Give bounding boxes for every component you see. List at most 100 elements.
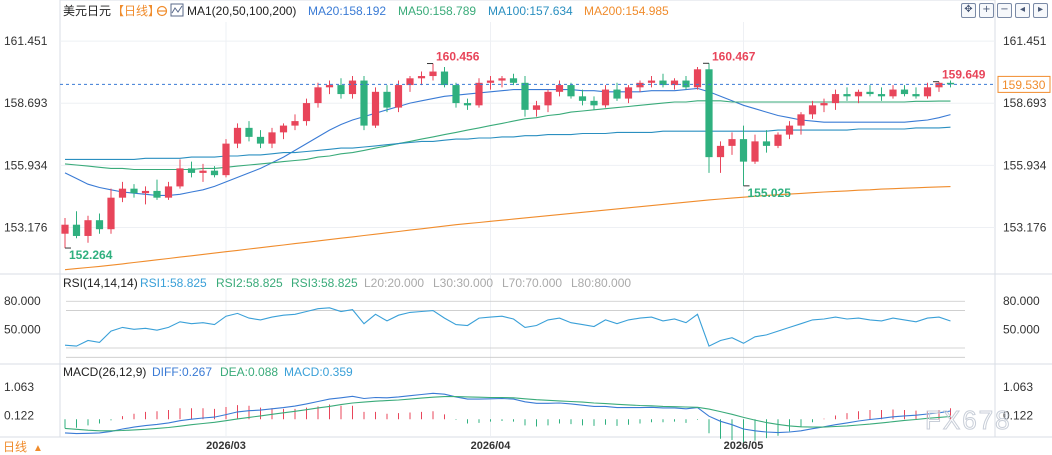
candle[interactable]: [383, 85, 391, 113]
zoom-in-icon[interactable]: +: [979, 3, 994, 18]
candle[interactable]: [555, 80, 564, 97]
candle-body: [440, 71, 449, 86]
candle[interactable]: [475, 78, 483, 108]
candle[interactable]: [877, 87, 886, 101]
candle[interactable]: [360, 76, 368, 131]
candle[interactable]: [440, 67, 449, 88]
zoom-out-icon[interactable]: −: [997, 3, 1012, 18]
candle[interactable]: [291, 114, 299, 131]
candlesticks[interactable]: [61, 63, 955, 249]
candle[interactable]: [279, 123, 288, 140]
footer-period-label[interactable]: 日线: [3, 440, 27, 454]
candle[interactable]: [820, 98, 828, 113]
candle[interactable]: [187, 161, 196, 178]
candle[interactable]: [325, 80, 334, 95]
candle[interactable]: [716, 141, 725, 173]
candle[interactable]: [314, 82, 322, 108]
candle[interactable]: [95, 213, 104, 234]
price-overlay: 159.530 160.456 160.467 159.649 152.264 155.0…: [60, 49, 1051, 262]
candle[interactable]: [199, 163, 207, 182]
candle[interactable]: [601, 85, 610, 108]
candle[interactable]: [854, 89, 863, 104]
candle[interactable]: [256, 130, 265, 149]
next-icon[interactable]: ▸: [1033, 3, 1048, 18]
candle[interactable]: [923, 82, 932, 99]
candle[interactable]: [808, 100, 817, 119]
candle[interactable]: [61, 217, 69, 249]
candle[interactable]: [739, 125, 748, 186]
ma-indicator-icon[interactable]: [170, 3, 184, 17]
candle[interactable]: [831, 89, 840, 110]
candle[interactable]: [578, 89, 587, 106]
candle[interactable]: [118, 181, 127, 203]
candle[interactable]: [107, 188, 115, 234]
candle[interactable]: [682, 76, 690, 90]
candle[interactable]: [935, 81, 943, 92]
candle[interactable]: [452, 82, 460, 108]
candle-body: [670, 80, 679, 86]
candle[interactable]: [268, 127, 276, 149]
candle[interactable]: [164, 181, 173, 200]
candle-body: [601, 89, 610, 106]
candle[interactable]: [348, 76, 357, 99]
candle[interactable]: [785, 121, 794, 140]
candle[interactable]: [912, 87, 920, 99]
candle-body: [498, 78, 506, 81]
macd-y-tick-left: 1.063: [4, 380, 34, 394]
candle[interactable]: [72, 211, 81, 239]
candle[interactable]: [590, 96, 598, 110]
candle[interactable]: [498, 76, 506, 88]
candle[interactable]: [521, 76, 529, 117]
settings-gear-icon[interactable]: [156, 5, 168, 17]
ma50-legend: MA50:158.789: [398, 4, 476, 18]
candle[interactable]: [544, 89, 552, 113]
candle[interactable]: [337, 78, 345, 99]
candle[interactable]: [889, 85, 897, 99]
candle[interactable]: [509, 73, 518, 86]
candle[interactable]: [624, 85, 633, 104]
footer-arrow-icon[interactable]: ▲: [33, 443, 43, 454]
candle[interactable]: [233, 123, 242, 149]
candle-body: [475, 82, 483, 106]
candle[interactable]: [567, 82, 575, 99]
candle[interactable]: [797, 112, 805, 135]
candle[interactable]: [486, 76, 495, 90]
candle[interactable]: [636, 80, 644, 92]
candle[interactable]: [866, 85, 874, 97]
expand-icon[interactable]: ✥: [961, 3, 976, 18]
candle[interactable]: [900, 85, 909, 97]
candle[interactable]: [394, 80, 403, 113]
candle[interactable]: [659, 73, 667, 88]
candle[interactable]: [532, 100, 541, 117]
candle[interactable]: [302, 98, 311, 126]
candle-body: [417, 76, 426, 79]
l80-legend: L80:80.000: [571, 276, 631, 290]
candle[interactable]: [751, 134, 759, 164]
candle[interactable]: [222, 139, 230, 178]
candle[interactable]: [429, 63, 437, 81]
candle[interactable]: [141, 186, 150, 205]
candle[interactable]: [245, 121, 253, 142]
candle[interactable]: [946, 80, 955, 88]
candle[interactable]: [705, 63, 713, 173]
candle[interactable]: [176, 159, 184, 189]
candle[interactable]: [130, 184, 138, 198]
candle[interactable]: [84, 215, 92, 243]
candle[interactable]: [647, 76, 656, 88]
prev-icon[interactable]: ◂: [1015, 3, 1030, 18]
period-label[interactable]: 【日线】: [112, 4, 160, 18]
candle[interactable]: [728, 132, 736, 155]
candle[interactable]: [210, 166, 219, 178]
candle[interactable]: [153, 179, 161, 200]
candle[interactable]: [762, 130, 771, 153]
candle[interactable]: [843, 87, 851, 101]
candle[interactable]: [463, 98, 472, 110]
candle[interactable]: [417, 71, 426, 86]
candle[interactable]: [774, 132, 782, 149]
candle[interactable]: [371, 87, 380, 128]
candle[interactable]: [406, 76, 414, 92]
candle[interactable]: [613, 82, 621, 101]
candle[interactable]: [693, 67, 702, 90]
candle[interactable]: [670, 78, 679, 90]
